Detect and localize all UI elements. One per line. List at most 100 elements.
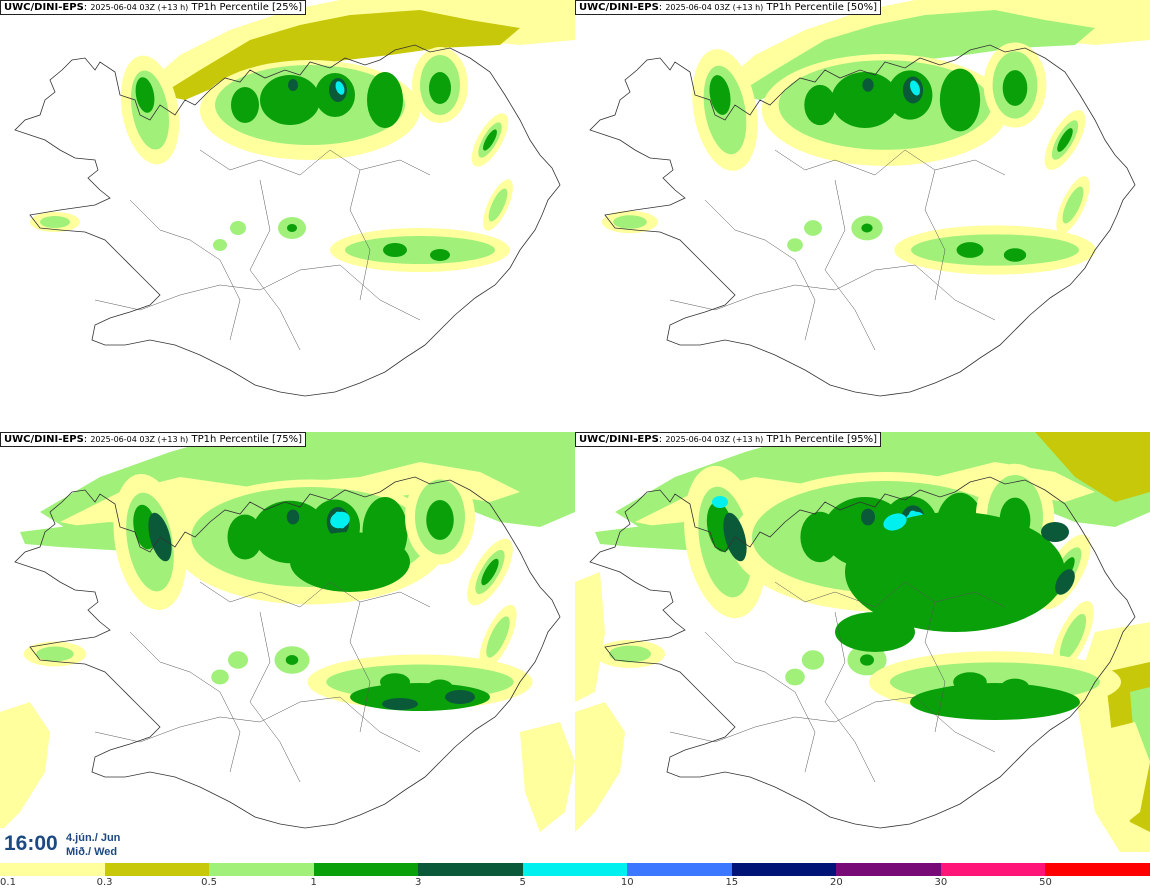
precip-cell — [231, 87, 259, 123]
precip-cell — [486, 616, 510, 658]
precip-cell — [483, 129, 497, 151]
map-p95 — [575, 432, 1150, 852]
panel-title: UWC/DINI-EPS: 2025-06-04 03Z (+13 h) TP1… — [0, 0, 307, 15]
percentile-label: TP1h Percentile [75%] — [191, 434, 303, 445]
legend-tick-label: 15 — [725, 877, 739, 888]
precip-cell — [211, 669, 229, 685]
legend-swatch — [0, 863, 105, 876]
road-line — [349, 601, 371, 733]
legend-tick-label: 0.5 — [201, 877, 218, 888]
precip-cell — [287, 224, 297, 232]
legend-tick-label: 50 — [1039, 877, 1052, 888]
legend-swatch — [522, 863, 628, 876]
precip-cell — [1003, 248, 1027, 262]
precip-cell — [213, 239, 227, 251]
precip-cell — [382, 698, 418, 710]
precip-area — [1095, 722, 1150, 832]
precip-cell — [426, 500, 454, 540]
precip-cell — [1059, 613, 1087, 661]
legend-swatch — [1045, 863, 1150, 876]
precip-cell — [835, 612, 915, 652]
map-panel-p25: UWC/DINI-EPS: 2025-06-04 03Z (+13 h) TP1… — [0, 0, 575, 430]
precip-cell — [910, 80, 920, 96]
precip-layer — [575, 432, 1150, 852]
road-line — [249, 179, 301, 351]
legend-swatch — [418, 863, 523, 876]
legend-swatch — [731, 863, 837, 876]
precip-cell — [804, 84, 836, 126]
legend-swatch — [104, 863, 210, 876]
precip-area — [735, 10, 1095, 100]
precip-cell — [1041, 522, 1069, 542]
road-line — [249, 611, 301, 783]
legend-swatch — [209, 863, 314, 876]
legend-tick-label: 3 — [414, 877, 422, 888]
percentile-label: TP1h Percentile [95%] — [766, 434, 878, 445]
precip-cell — [883, 513, 907, 531]
legend-tick-label: 5 — [519, 877, 526, 888]
map-p25 — [14, 0, 575, 397]
precip-cell — [1055, 569, 1075, 595]
precip-cell — [228, 651, 248, 669]
precip-cell — [445, 690, 475, 704]
legend-swatch — [836, 863, 941, 876]
road-line — [824, 179, 876, 351]
road-line — [94, 264, 421, 321]
precip-area — [1035, 432, 1150, 502]
road-line — [704, 631, 816, 773]
valid-time-box: 16:00 4.jún./ Jun Mið./ Wed — [0, 828, 128, 862]
precip-cell — [430, 249, 450, 261]
precip-area — [520, 722, 575, 832]
precip-cell — [230, 221, 246, 235]
precip-cell — [956, 242, 984, 258]
precip-cell — [709, 75, 731, 115]
panel-title: UWC/DINI-EPS: 2025-06-04 03Z (+13 h) TP1… — [0, 432, 307, 447]
run-label: 2025-06-04 03Z (+13 h) — [90, 3, 189, 12]
legend-tick-label: 0.3 — [96, 877, 113, 888]
source-label: UWC/DINI-EPS — [4, 2, 84, 13]
precip-cell — [862, 78, 874, 92]
coastline — [14, 476, 561, 829]
road-line — [824, 611, 876, 783]
road-line — [129, 199, 241, 341]
map-p50 — [589, 0, 1150, 397]
precip-cell — [911, 234, 1079, 266]
precip-cell — [429, 72, 451, 104]
legend-tick-label: 30 — [934, 877, 948, 888]
coastline — [589, 476, 1136, 829]
legend-tick-label: 0.1 — [0, 877, 16, 888]
precip-area — [160, 10, 520, 100]
precip-cell — [290, 532, 410, 592]
precip-cell — [801, 650, 825, 670]
run-label: 2025-06-04 03Z (+13 h) — [665, 435, 764, 444]
legend-swatch — [940, 863, 1046, 876]
coastline — [589, 44, 1136, 397]
percentile-label: TP1h Percentile [25%] — [191, 2, 303, 13]
precip-cell — [939, 68, 981, 132]
precip-cell — [260, 75, 320, 125]
percentile-label: TP1h Percentile [50%] — [766, 2, 878, 13]
precip-cell — [910, 684, 1080, 720]
precip-cell — [330, 511, 350, 529]
precip-layer — [30, 0, 575, 272]
precip-cell — [861, 508, 875, 526]
precip-cell — [787, 238, 803, 252]
map-panel-p50: UWC/DINI-EPS: 2025-06-04 03Z (+13 h) TP1… — [575, 0, 1150, 430]
road-line — [129, 631, 241, 773]
precip-cell — [481, 558, 499, 586]
precip-cell — [135, 77, 155, 113]
precip-cell — [1002, 70, 1028, 106]
coastline — [14, 44, 561, 397]
road-line — [669, 264, 996, 321]
precip-cell — [488, 188, 508, 222]
precip-cell — [36, 646, 74, 662]
legend-tick-label: 20 — [829, 877, 843, 888]
precip-area — [575, 572, 605, 702]
run-label: 2025-06-04 03Z (+13 h) — [665, 3, 764, 12]
precip-cell — [785, 668, 805, 686]
road-line — [349, 169, 371, 301]
panel-title: UWC/DINI-EPS: 2025-06-04 03Z (+13 h) TP1… — [575, 0, 882, 15]
road-line — [774, 581, 1006, 608]
source-label: UWC/DINI-EPS — [579, 2, 659, 13]
road-line — [94, 696, 421, 753]
